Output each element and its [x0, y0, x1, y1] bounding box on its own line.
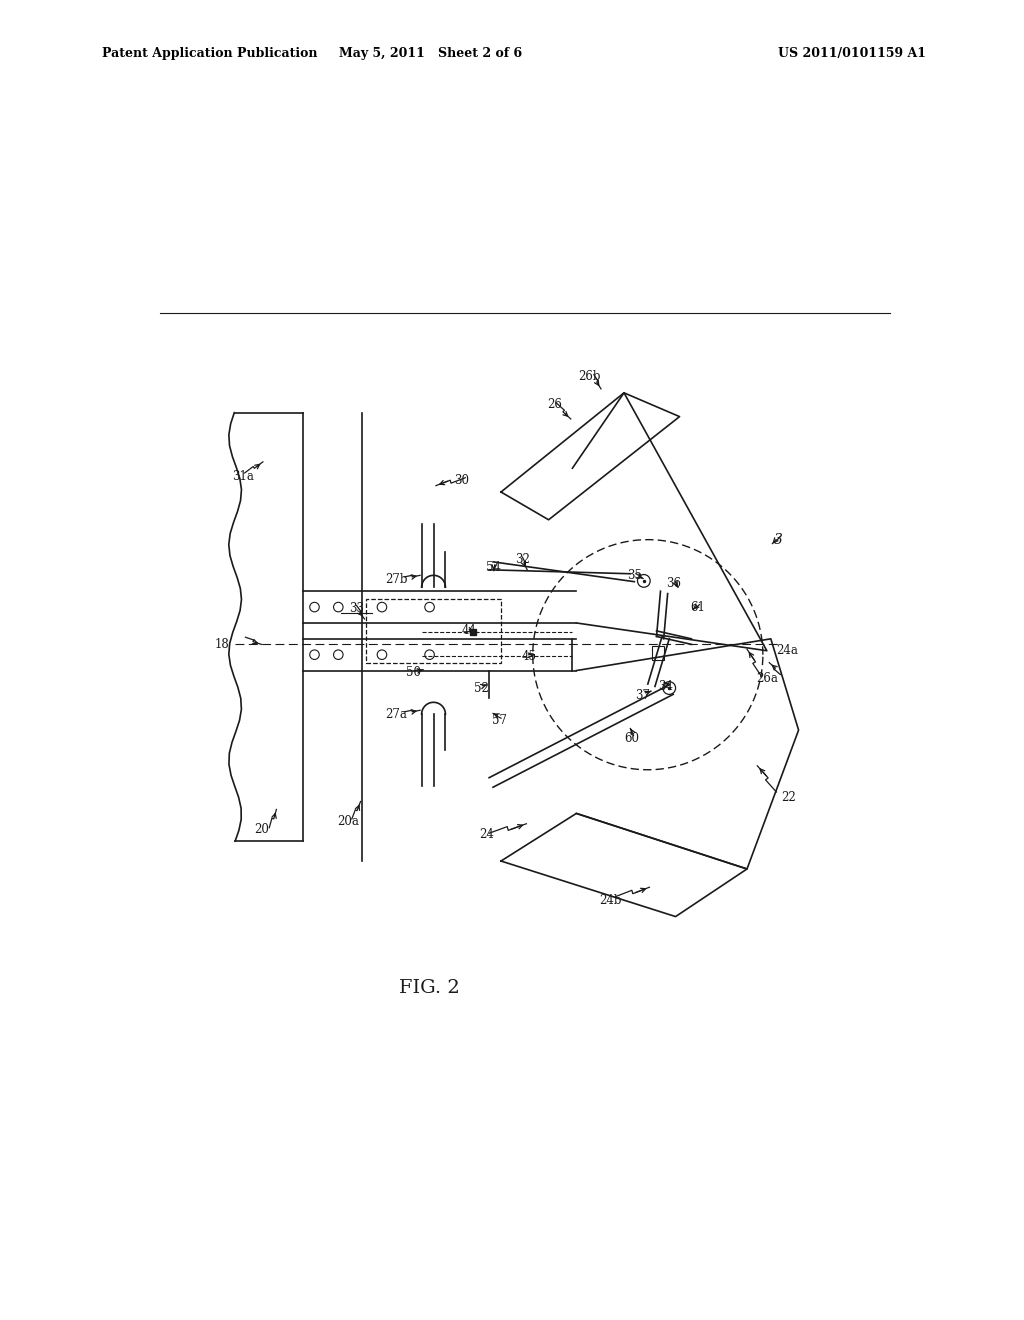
Text: 50: 50: [407, 665, 421, 678]
Text: 26b: 26b: [579, 371, 601, 383]
Text: 45: 45: [521, 649, 537, 663]
Text: Patent Application Publication: Patent Application Publication: [102, 46, 317, 59]
Text: 52: 52: [474, 681, 488, 694]
Text: US 2011/0101159 A1: US 2011/0101159 A1: [778, 46, 927, 59]
Text: 30: 30: [454, 474, 469, 487]
Text: 27a: 27a: [385, 708, 408, 721]
Text: 18: 18: [214, 638, 229, 651]
Text: 33: 33: [349, 602, 365, 615]
Text: 27b: 27b: [385, 573, 408, 586]
Text: FIG. 2: FIG. 2: [399, 979, 460, 997]
Text: 61: 61: [690, 601, 706, 614]
Text: 35: 35: [627, 569, 642, 582]
Text: 31a: 31a: [232, 470, 254, 483]
Text: 57: 57: [492, 714, 507, 727]
Text: 34: 34: [657, 680, 673, 693]
Text: 24a: 24a: [776, 644, 798, 657]
Text: 22: 22: [781, 791, 796, 804]
FancyBboxPatch shape: [652, 645, 664, 660]
Text: 32: 32: [515, 553, 529, 566]
Text: 24: 24: [479, 829, 495, 841]
Text: 37: 37: [636, 689, 650, 702]
Text: 26a: 26a: [756, 672, 778, 685]
Text: 3: 3: [774, 533, 783, 546]
Text: 36: 36: [667, 577, 682, 590]
Text: 20a: 20a: [338, 814, 359, 828]
Text: 20: 20: [254, 822, 268, 836]
Text: 24b: 24b: [599, 894, 622, 907]
Text: 44: 44: [462, 624, 477, 638]
Text: 60: 60: [625, 731, 639, 744]
Text: 26: 26: [547, 399, 561, 412]
Text: May 5, 2011   Sheet 2 of 6: May 5, 2011 Sheet 2 of 6: [339, 46, 521, 59]
Text: 54: 54: [485, 561, 501, 574]
Bar: [367, 599, 501, 663]
